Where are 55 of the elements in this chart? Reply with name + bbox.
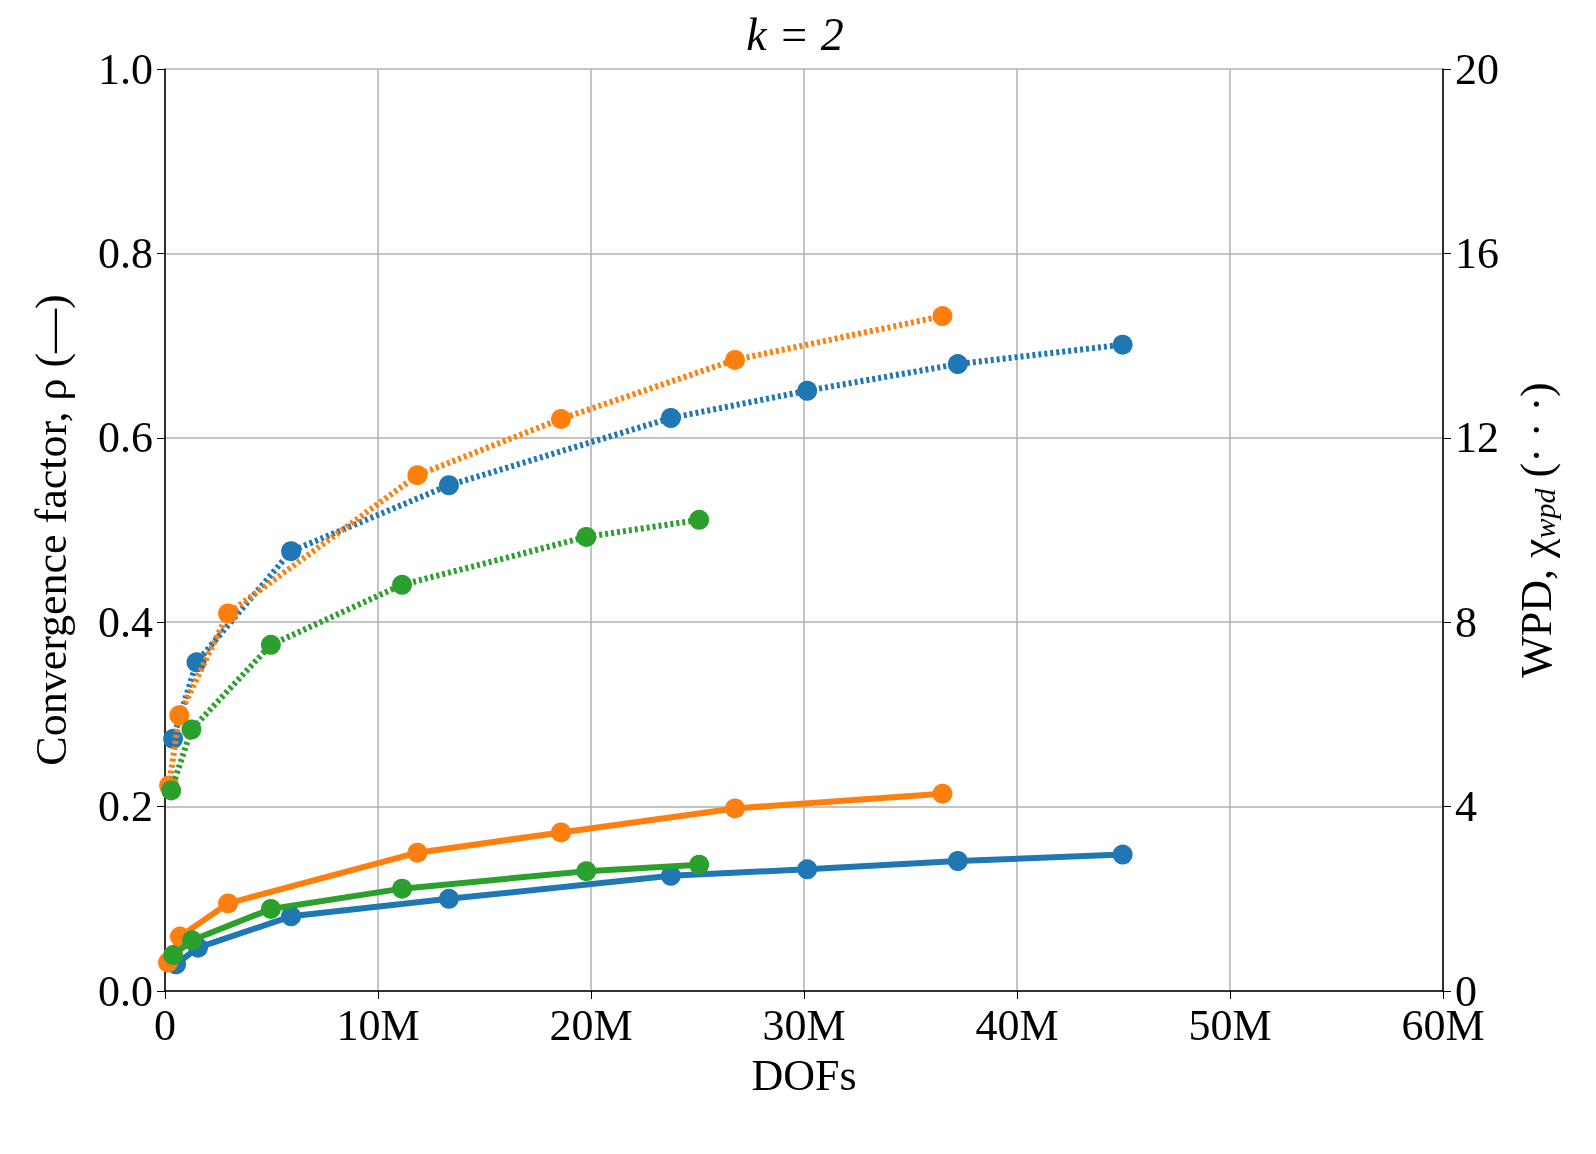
y-tick-label: 1.0 xyxy=(98,44,153,94)
point xyxy=(281,541,302,562)
point xyxy=(797,380,818,401)
point xyxy=(576,861,597,882)
y-tick-label: 0.4 xyxy=(98,597,153,647)
y-axis-title: Convergence factor, ρ (—) xyxy=(26,294,76,766)
y2-axis-title: WPD, χwpd (· · ·) xyxy=(1511,382,1561,678)
point xyxy=(725,349,745,370)
y-tick-label: 0.6 xyxy=(98,413,153,463)
point xyxy=(392,574,413,595)
point xyxy=(932,783,953,804)
point xyxy=(260,898,281,919)
point xyxy=(947,354,968,375)
y-tick-label: 0.2 xyxy=(98,782,153,832)
point xyxy=(169,705,190,726)
chart-title: k = 2 xyxy=(746,8,844,60)
y2-tick-label: 8 xyxy=(1455,597,1477,647)
point xyxy=(947,851,968,871)
point xyxy=(576,526,597,547)
point xyxy=(660,407,681,428)
y2-tick-label: 4 xyxy=(1455,782,1477,832)
point xyxy=(182,930,203,951)
point xyxy=(438,475,459,496)
x-axis-title: DOFs xyxy=(751,1050,857,1100)
point xyxy=(218,893,239,914)
y2-tick-label: 20 xyxy=(1455,44,1499,94)
x-tick-label: 0 xyxy=(154,1000,176,1050)
point xyxy=(161,780,182,801)
point xyxy=(797,859,818,880)
point xyxy=(725,798,745,819)
point xyxy=(550,822,571,843)
point xyxy=(438,888,459,909)
y-tick-label: 0.0 xyxy=(98,966,153,1016)
point xyxy=(218,603,239,624)
point xyxy=(1112,334,1133,355)
point xyxy=(163,945,184,966)
point xyxy=(407,465,428,486)
x-tick-label: 50M xyxy=(1188,1000,1272,1050)
y2-tick-label: 12 xyxy=(1455,413,1499,463)
point xyxy=(689,854,710,875)
x-tick-label: 40M xyxy=(975,1000,1059,1050)
x-tick-label: 30M xyxy=(762,1000,846,1050)
point xyxy=(407,842,428,863)
point xyxy=(1112,844,1133,865)
y-tick-label: 0.8 xyxy=(98,228,153,278)
point xyxy=(932,306,953,327)
y2-tick-label: 16 xyxy=(1455,228,1499,278)
point xyxy=(689,509,710,530)
point xyxy=(260,634,281,655)
point xyxy=(550,408,571,429)
x-tick-label: 10M xyxy=(336,1000,420,1050)
point xyxy=(181,719,202,740)
x-tick-label: 20M xyxy=(549,1000,633,1050)
point xyxy=(281,906,302,927)
point xyxy=(392,878,413,899)
